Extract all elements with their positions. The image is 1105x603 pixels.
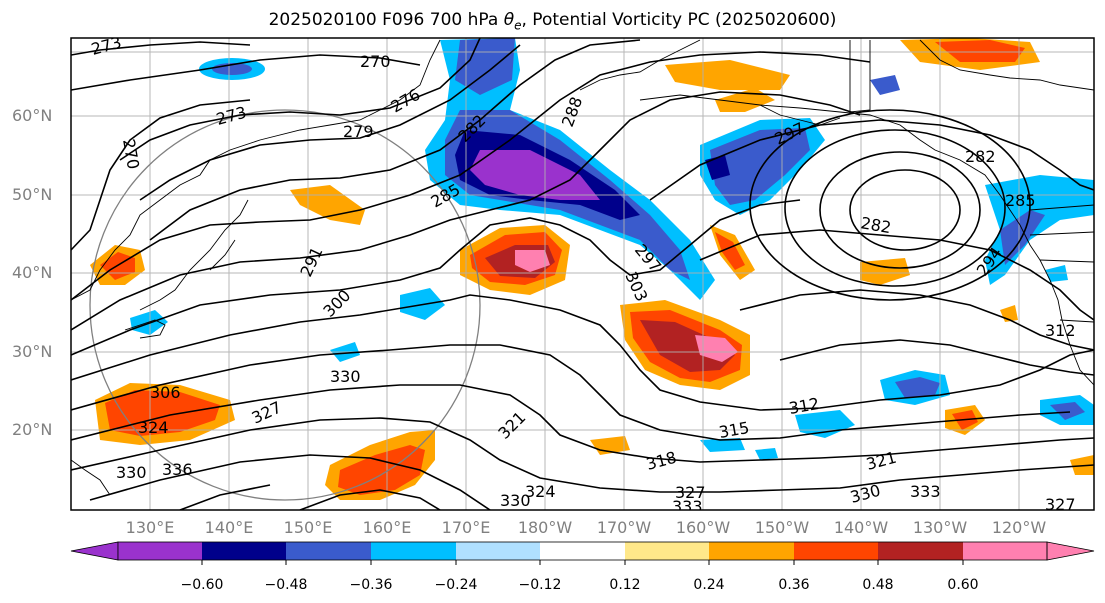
lon-label-130w: 130°W [912,518,968,537]
contour-label: 270 [360,52,391,71]
lon-label-130e: 130°E [125,518,175,537]
contour-label: 333 [910,482,941,501]
lon-label-160e: 160°E [362,518,412,537]
lat-label-60n: 60°N [12,106,53,125]
lon-label-150w: 150°W [754,518,810,537]
colorbar-segment [456,542,540,560]
lon-label-180w: 180°W [517,518,573,537]
lat-lon-grid [71,38,1094,510]
contour-label: 324 [525,482,556,501]
pv-positive-2-inner [640,320,735,372]
pv-negative-17 [700,438,745,452]
colorbar-tick-label: −0.12 [518,577,562,593]
colorbar-extend-low [70,541,119,561]
colorbar-segment [794,542,878,560]
pv-positive-2-core [695,335,738,362]
contour-label: 306 [150,383,181,402]
colorbar-segment [540,542,625,560]
colorbar-tick-label: 0.12 [609,577,641,593]
colorbar-tick-label: −0.48 [264,577,308,593]
colorbar-tick-label: 0.48 [862,577,894,593]
colorbar-segment [709,542,794,560]
pv-alaska-blue-inner [710,128,810,205]
lat-label-40n: 40°N [12,263,53,282]
title-suffix: , Potential Vorticity PC (2025020600) [521,10,837,30]
pv-positive-12 [1070,455,1094,475]
theta-symbol: θ [503,10,515,30]
pv-shading [90,38,1094,500]
contour-label: 282 [965,147,996,166]
pv-negative-11 [795,410,855,438]
lon-label-150e: 150°E [283,518,333,537]
pv-positive-4-mid [338,445,425,495]
colorbar-segment [371,542,456,560]
colorbar-extend-high [1046,541,1095,561]
colorbar-tick-label: 0.24 [693,577,725,593]
contour-label: 279 [343,122,374,141]
contour-label: 330 [500,491,531,510]
coastlines [71,39,1094,496]
theta-e-contours [71,38,1094,510]
lon-label-160w: 160°W [675,518,731,537]
colorbar-segment [202,542,286,560]
colorbar-segment [286,542,371,560]
lon-label-140e: 140°E [204,518,254,537]
colorbar-tick-label: −0.36 [349,577,393,593]
lat-label-30n: 30°N [12,342,53,361]
pv-alaska-core [705,155,730,180]
colorbar-tick-label: 0.60 [947,577,979,593]
contour-label: 327 [675,483,706,502]
pv-positive-top-mid [935,40,1025,62]
pv-negative-18 [755,448,778,460]
pv-positive-1-core [515,250,550,272]
contour-label: 327 [1045,495,1076,514]
reference-circle [89,109,481,501]
colorbar-segment [118,542,202,560]
pv-negative-10-in [895,377,940,398]
contour-label: 324 [138,418,169,437]
pv-coast-blue-inner [1000,210,1045,265]
contour-label: 336 [162,460,193,479]
colorbar-segment [963,542,1047,560]
colorbar-segment [878,542,963,560]
contour-label: 333 [672,497,703,516]
pv-positive-8-mid [715,232,745,270]
contour-label: 312 [1045,321,1076,340]
colorbar-segment [625,542,709,560]
map-title: 2025020100 F096 700 hPa θe, Potential Vo… [0,10,1105,32]
lon-label-170e: 170°E [441,518,491,537]
pv-negative-core [470,150,600,200]
map-frame [70,37,1095,511]
title-prefix: 2025020100 F096 700 hPa [268,10,504,30]
theta-subscript: e [514,18,522,33]
colorbar-tick-label: 0.36 [778,577,810,593]
colorbar-tick-label: −0.24 [434,577,478,593]
pv-negative-12-in [1050,402,1085,420]
lat-label-50n: 50°N [12,185,53,204]
lon-label-120w: 120°W [991,518,1047,537]
lon-label-140w: 140°W [833,518,889,537]
colorbar-frame [117,541,1048,561]
contour-label: 285 [1005,191,1036,210]
contour-label: 330 [116,463,147,482]
pv-positive-6 [665,60,790,90]
lat-label-20n: 20°N [12,420,53,439]
pv-negative-15 [870,75,900,95]
lon-label-170w: 170°W [596,518,652,537]
colorbar-tick-label: −0.60 [180,577,224,593]
contour-label: 330 [330,367,361,386]
colorbar [70,541,1095,565]
